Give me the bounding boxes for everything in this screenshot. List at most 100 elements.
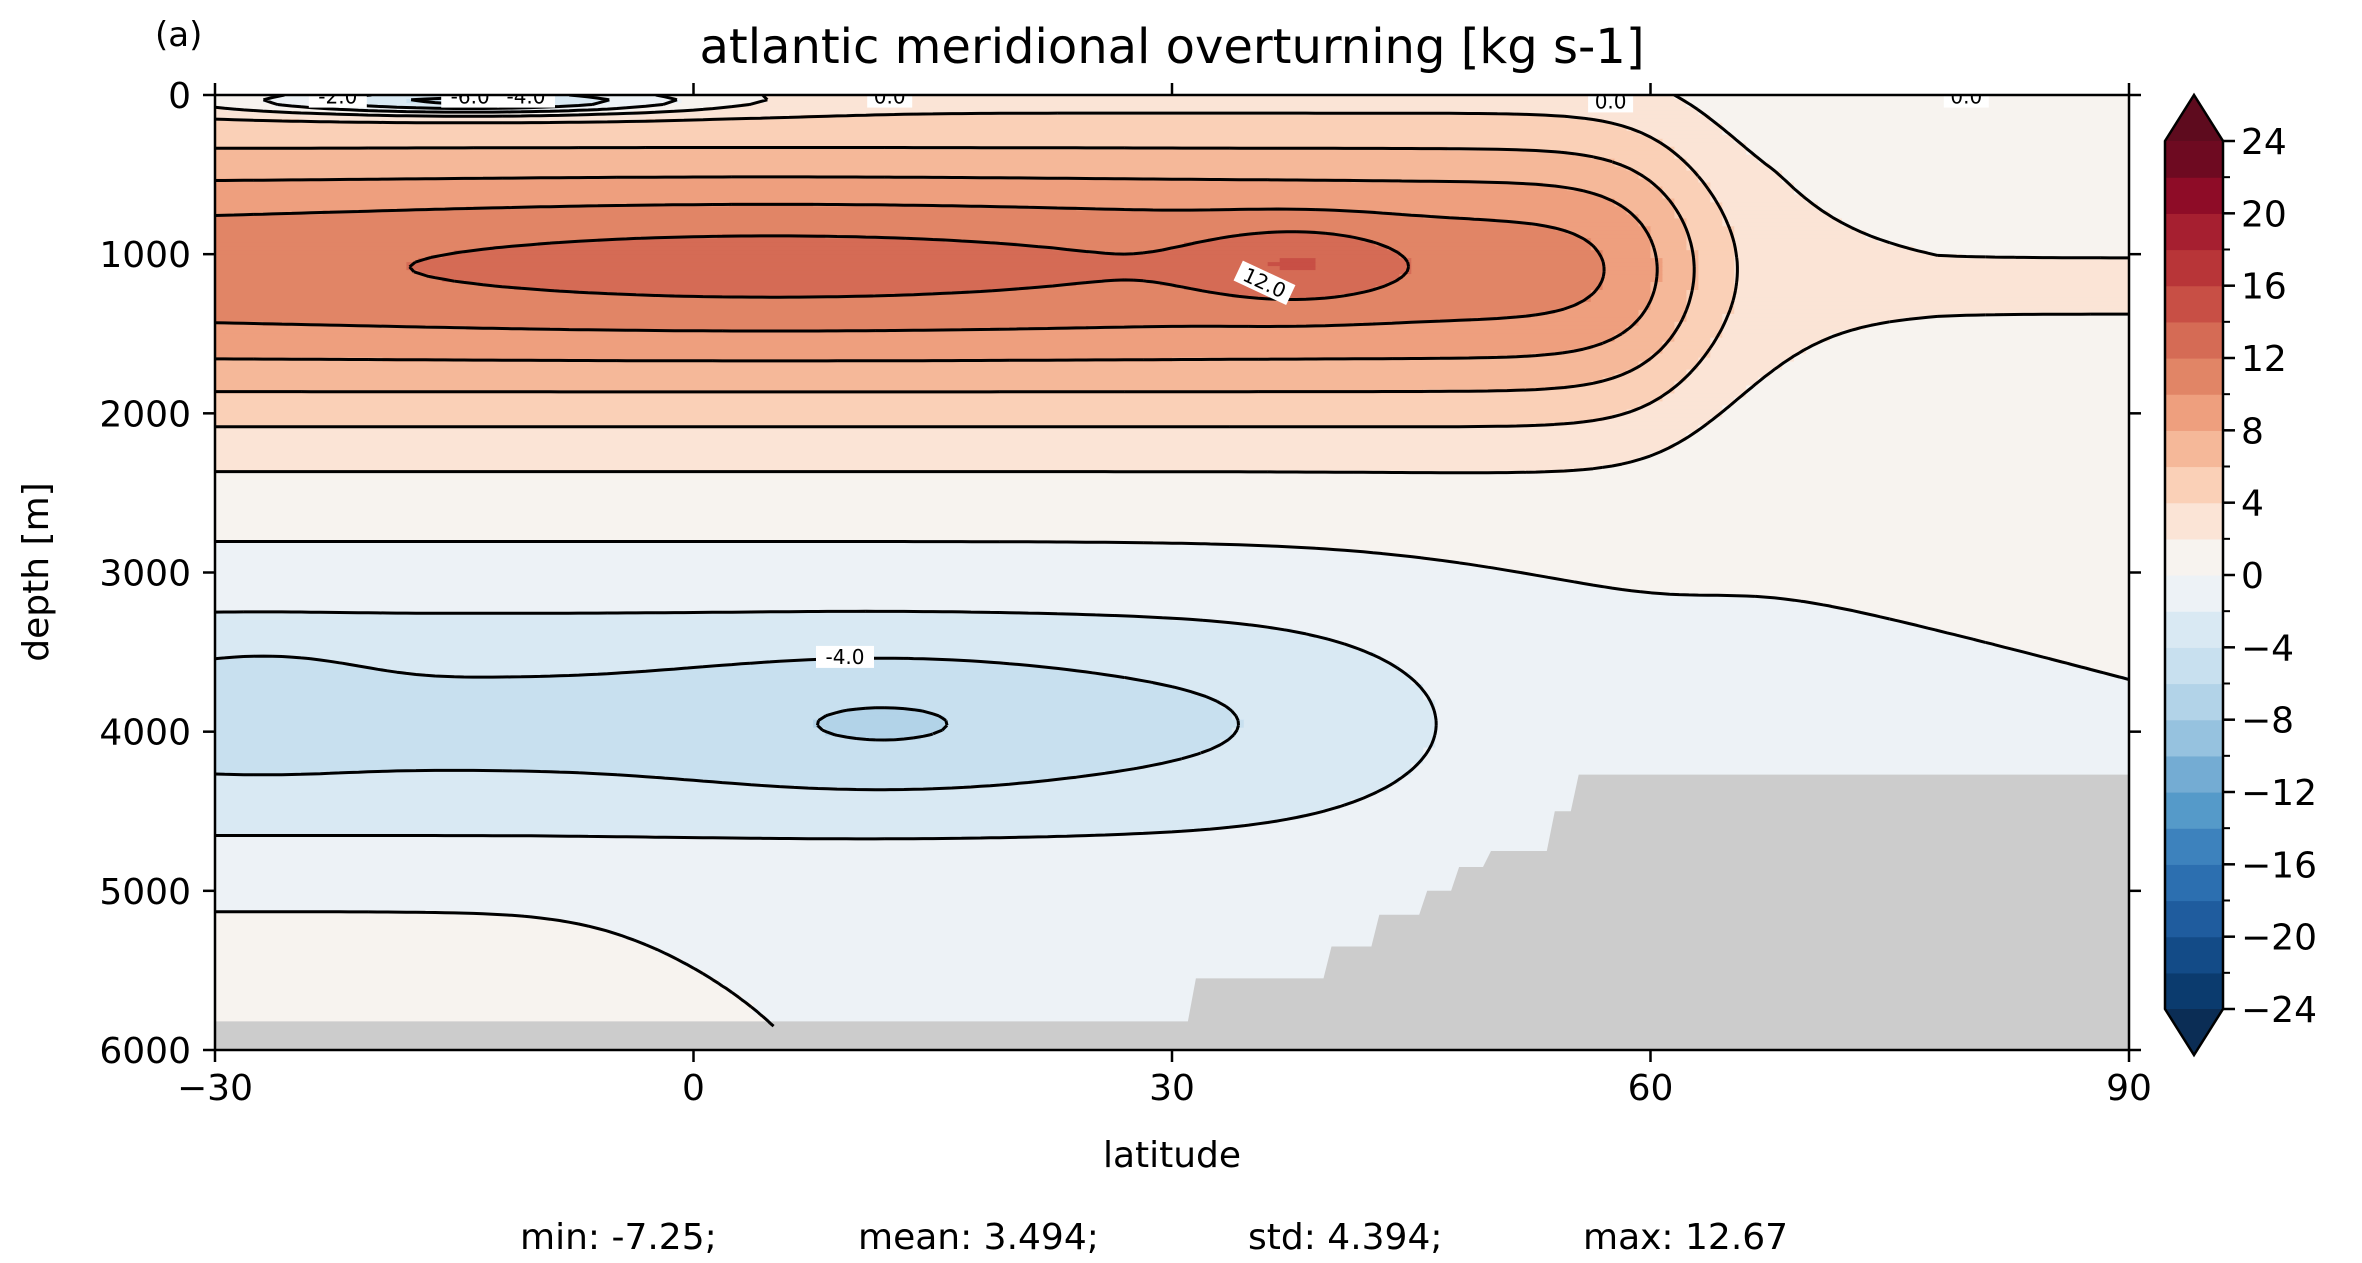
contour-fill-segment-507: [215, 552, 1389, 558]
contour-fill-segment-253: [1279, 266, 1317, 272]
contour-fill-segment-290: [215, 286, 516, 291]
contour-fill-segment-218: [1148, 250, 1401, 256]
contour-fill-segment-449: [1626, 409, 1724, 415]
contour-fill-segment-648: [215, 727, 827, 733]
contour-fill-segment-462: [215, 429, 1700, 435]
contour-fill-segment-242: [215, 262, 408, 268]
contour-fill-segment-370: [1674, 333, 1724, 339]
contour-fill-segment-574: [2045, 656, 2129, 662]
contour-fill-segment-504: [1279, 544, 2129, 550]
contour-fill-segment-611: [215, 691, 1197, 697]
contour-fill-segment-128: [1818, 202, 2129, 208]
contour-fill-segment-615: [1207, 695, 1425, 701]
contour-fill-segment-434: [1674, 389, 1748, 395]
contour-fill-segment-137: [322, 210, 1377, 216]
contour-fill-segment-532: [1806, 600, 2129, 606]
contour-fill-segment-279: [1698, 278, 1736, 283]
contour-fill-segment-801: [215, 1010, 755, 1016]
contour-fill-segment-777: [215, 962, 683, 968]
contour-fill-segment-394: [1530, 353, 1652, 359]
colorbar-extend-max: [2165, 95, 2223, 141]
colorbar-swatch-20: [2165, 249, 2223, 287]
contour-fill-segment-153: [1722, 218, 1843, 224]
contour-fill-segment-748: [215, 898, 2129, 904]
contour-fill-segment-458: [1566, 421, 1712, 427]
contour-fill-segment-181: [1650, 234, 1688, 240]
contour-fill-segment-435: [1746, 389, 2129, 395]
contour-fill-segment-35: [1566, 114, 1712, 120]
contour-fill-segment-488: [215, 488, 2129, 494]
contour-fill-segment-697: [705, 779, 1042, 785]
contour-fill-segment-147: [1722, 214, 1831, 220]
y-tick-label-3: 3000: [99, 554, 191, 595]
colorbar-tick-label-0: −24: [2241, 990, 2317, 1031]
contour-fill-segment-344: [1471, 317, 1640, 323]
contour-fill-segment-706: [908, 787, 1389, 793]
contour-fill-segment-490: [215, 496, 2129, 502]
contour-fill-segment-526: [1626, 588, 2129, 594]
colorbar-swatch-0: [2165, 972, 2223, 1010]
contour-fill-segment-679: [1172, 759, 1425, 765]
contour-fill-segment-454: [215, 417, 1604, 423]
contour-fill-segment-423: [1758, 377, 2129, 383]
contour-label-bg-5: [1943, 95, 1989, 108]
land-mask: [215, 774, 2129, 1050]
contour-fill-segment-749: [215, 902, 2129, 908]
contour-fill-segment-7: [215, 99, 264, 104]
contour-fill-segment-356: [215, 325, 468, 331]
contour-fill-segment-622: [1435, 703, 2129, 709]
contour-fill-segment-43: [1614, 122, 1724, 128]
contour-fill-segment-148: [1829, 214, 2129, 220]
contour-fill-segment-636: [1231, 715, 1437, 721]
contour-label-group-3: 0.0: [867, 95, 913, 109]
contour-fill-segment-382: [1818, 341, 2129, 347]
contour-fill-segment-369: [1614, 333, 1676, 339]
contour-fill-segment-265: [1698, 270, 1736, 276]
contour-fill-segment-547: [1255, 624, 1927, 630]
contour-fill-segment-443: [1650, 401, 1736, 407]
contour-fill-segment-651: [1231, 727, 1437, 733]
contour-fill-segment-172: [1686, 230, 1736, 236]
contour-fill-segment-797: [215, 1002, 755, 1008]
contour-fill-segment-322: [215, 301, 1580, 307]
contour-fill-segment-675: [215, 755, 1185, 761]
colorbar-swatch-1: [2165, 936, 2223, 974]
y-tick-label-6: 6000: [99, 1031, 191, 1072]
contour-fill-segment-649: [825, 727, 946, 733]
contour-fill-segment-659: [849, 735, 922, 741]
contour-fill-segment-388: [215, 349, 1568, 355]
x-tick-label-3: 60: [1628, 1068, 1674, 1109]
contour-fill-segment-373: [215, 337, 1616, 343]
contour-fill-segment-285: [1387, 282, 1604, 287]
contour-fill-segment-520: [1554, 576, 2129, 582]
contour-fill-segment-73: [1614, 158, 1688, 164]
contour-fill-segment-56: [1734, 138, 2129, 144]
contour-fill-segment-289: [1734, 282, 2129, 287]
contour-fill-segment-350: [262, 321, 1377, 327]
contour-fill-segment-580: [2057, 660, 2129, 665]
contour-fill-segment-102: [215, 186, 1568, 192]
chart-title: atlantic meridional overturning [kg s-1]: [699, 19, 1644, 75]
contour-fill-segment-315: [1686, 294, 1736, 299]
contour-fill-segment-346: [1686, 317, 1724, 323]
contour-fill-segment-733: [215, 839, 2129, 845]
stat-mean: mean: 3.494;: [858, 1217, 1099, 1258]
contour-fill-segment-319: [1650, 297, 1688, 303]
contour-fill-segment-556: [1327, 636, 1975, 642]
contour-fill-segment-191: [1650, 238, 1688, 244]
contour-fill-segment-415: [1770, 369, 2129, 375]
contour-fill-segment-325: [1686, 301, 1736, 307]
contour-fill-segment-60: [215, 146, 1449, 152]
contour-fill-segment-747: [215, 894, 2129, 900]
contour-fill-segment-430: [1674, 385, 1748, 391]
contour-fill-segment-278: [1662, 278, 1700, 283]
contour-fill-segment-49: [1638, 130, 1724, 136]
contour-fill-segment-451: [215, 413, 1616, 419]
contour-fill-segment-59: [1746, 142, 2129, 148]
contour-fill-segment-26: [609, 106, 707, 112]
contour-fill-segment-297: [1698, 286, 1736, 291]
contour-fill-segment-508: [1387, 552, 2129, 558]
colorbar-swatch-21: [2165, 213, 2223, 251]
contour-fill-segment-594: [406, 672, 599, 677]
contour-fill-segment-171: [1650, 230, 1688, 236]
